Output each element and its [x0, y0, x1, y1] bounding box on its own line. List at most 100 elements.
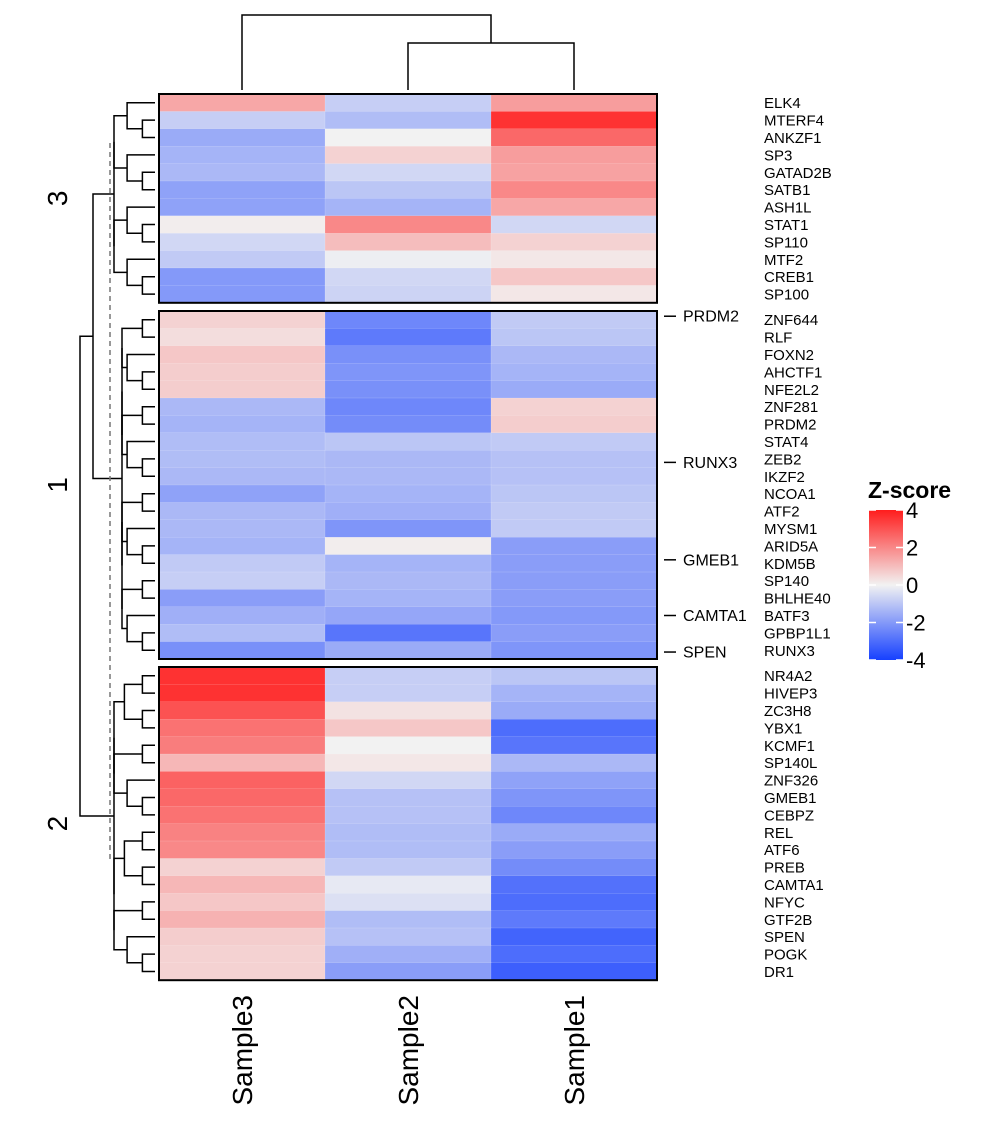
heatmap-cell	[158, 380, 326, 399]
heatmap-cell	[324, 719, 492, 738]
cluster-panel-border	[158, 666, 658, 982]
heatmap-cell	[324, 432, 492, 451]
row-label: SP140L	[764, 755, 817, 772]
row-label: ARID5A	[764, 538, 818, 555]
heatmap-cell	[324, 93, 492, 113]
dendrogram-branch	[141, 405, 155, 425]
heatmap-cell	[324, 684, 492, 703]
heatmap-cell	[158, 232, 326, 252]
heatmap-cell	[490, 893, 658, 912]
heatmap-cell	[490, 145, 658, 165]
row-label: SP3	[764, 147, 792, 164]
row-label: GMEB1	[764, 790, 817, 807]
highlight-label: GMEB1	[683, 552, 739, 569]
dendrogram-branch	[141, 901, 155, 921]
heatmap-cell	[324, 840, 492, 860]
heatmap-cell	[490, 310, 658, 330]
dendrogram-branch	[123, 683, 143, 720]
dendrogram-branch	[141, 371, 155, 391]
dendrogram-branch	[126, 527, 155, 556]
heatmap-cell	[324, 736, 492, 755]
row-label: ATF2	[764, 504, 800, 521]
heatmap-cell	[324, 484, 492, 504]
heatmap-cell	[490, 753, 658, 773]
row-label: NCOA1	[764, 486, 816, 503]
heatmap-cell	[490, 554, 658, 573]
heatmap-cell	[158, 467, 326, 486]
heatmap-cell	[490, 285, 658, 304]
heatmap-cell	[324, 537, 492, 556]
dendrogram-branch	[113, 753, 143, 794]
heatmap-cell	[158, 345, 326, 364]
heatmap-cell	[158, 554, 326, 573]
heatmap-cell	[158, 719, 326, 738]
heatmap-cell	[158, 163, 326, 182]
heatmap-cell	[158, 267, 326, 287]
heatmap-cell	[158, 606, 326, 625]
heatmap-cell	[324, 180, 492, 200]
heatmap-cell	[158, 701, 326, 720]
heatmap-cell	[490, 93, 658, 113]
heatmap-cell	[158, 484, 326, 504]
heatmap-cell	[324, 962, 492, 981]
heatmap-cell	[324, 285, 492, 304]
dendrogram-branch	[113, 701, 125, 774]
heatmap-cell	[324, 823, 492, 842]
row-label: ZC3H8	[764, 703, 812, 720]
heatmap-cell	[158, 858, 326, 877]
row-label: AHCTF1	[764, 364, 822, 381]
heatmap-cell	[490, 606, 658, 625]
heatmap-cell	[324, 363, 492, 382]
dendrogram-branch	[113, 115, 128, 169]
heatmap-cell	[158, 519, 326, 538]
dendrogram-branch	[126, 779, 155, 807]
dendrogram-branch	[141, 831, 155, 851]
heatmap-cell	[158, 415, 326, 434]
heatmap-cell	[324, 111, 492, 130]
heatmap-cell	[324, 345, 492, 364]
heatmap-cell	[490, 701, 658, 720]
dendrogram-branch	[141, 744, 155, 764]
heatmap-cell	[490, 962, 658, 981]
row-label: GPBP1L1	[764, 625, 831, 642]
heatmap-cell	[490, 823, 658, 842]
dendrogram-branch	[141, 866, 155, 886]
dendrogram-branch	[141, 674, 155, 694]
row-label: HIVEP3	[764, 686, 817, 703]
heatmap-cell	[490, 624, 658, 643]
heatmap-cell	[158, 180, 326, 200]
row-label: PREB	[764, 860, 805, 877]
heatmap-cell	[158, 537, 326, 556]
heatmap-cell	[158, 397, 326, 417]
heatmap-cell	[324, 554, 492, 573]
heatmap-cell	[324, 666, 492, 686]
heatmap-cell	[324, 232, 492, 252]
row-labels: ELK4MTERF4ANKZF1SP3GATAD2BSATB1ASH1LSTAT…	[764, 95, 832, 981]
row-label: STAT1	[764, 217, 808, 234]
heatmap-cell	[324, 198, 492, 217]
heatmap-cell	[490, 910, 658, 929]
heatmap-cell	[324, 927, 492, 947]
dendrogram-branch	[121, 588, 143, 630]
heatmap-cell	[158, 624, 326, 643]
row-label: MTF2	[764, 252, 803, 269]
heatmap-cell	[324, 875, 492, 894]
dendrogram-branch	[126, 935, 155, 964]
row-label: FOXN2	[764, 347, 814, 364]
row-label: CREB1	[764, 269, 814, 286]
dendrogram-branch	[126, 206, 155, 234]
heatmap-cell	[490, 450, 658, 469]
heatmap-cell	[324, 753, 492, 773]
dendrogram-branch	[407, 42, 575, 90]
cluster-label: 3	[42, 191, 73, 207]
heatmap-cell	[490, 927, 658, 947]
row-label: KCMF1	[764, 738, 815, 755]
heatmap-cell	[324, 145, 492, 165]
dendrogram-branch	[126, 101, 155, 130]
row-label: ZNF644	[764, 312, 818, 329]
dendrogram-branch	[141, 492, 155, 512]
heatmap-cell	[490, 502, 658, 521]
heatmap-cell	[324, 380, 492, 399]
row-label: YBX1	[764, 720, 802, 737]
heatmap-cell	[158, 641, 326, 660]
